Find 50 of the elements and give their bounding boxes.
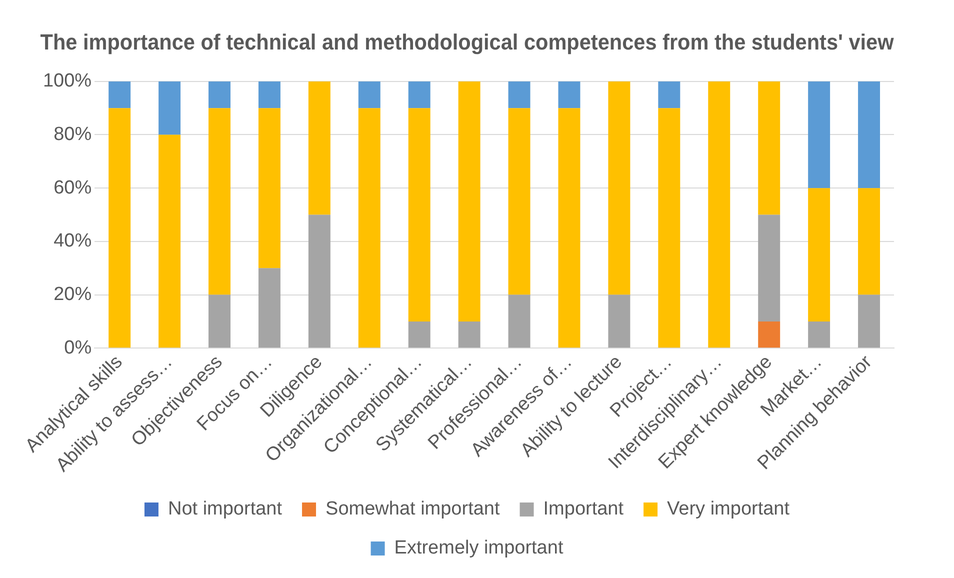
- bar: [358, 81, 380, 108]
- y-tick-label: 20%: [54, 284, 92, 306]
- bar: [208, 108, 230, 295]
- legend-label: Not important: [168, 498, 283, 520]
- bar: [208, 81, 230, 108]
- legend-label: Extremely important: [394, 538, 564, 559]
- bar: [308, 214, 330, 348]
- bar: [608, 294, 630, 348]
- bar: [558, 108, 580, 348]
- bar: [258, 81, 280, 108]
- bar: [808, 81, 830, 188]
- bar: [258, 108, 280, 268]
- bar: [508, 294, 530, 348]
- y-tick-label: 40%: [54, 230, 92, 252]
- bar: [658, 108, 680, 348]
- bar: [758, 214, 780, 322]
- bar: [408, 321, 430, 348]
- bar: [758, 81, 780, 215]
- bar: [408, 81, 430, 108]
- bar: [808, 321, 830, 348]
- bar: [558, 81, 580, 108]
- bar: [508, 81, 530, 108]
- bar: [808, 188, 830, 322]
- y-tick-label: 80%: [54, 124, 92, 145]
- bar: [708, 81, 730, 348]
- bar: [158, 81, 181, 135]
- legend-label: Somewhat important: [326, 498, 500, 520]
- bar: [658, 81, 680, 108]
- bar: [758, 321, 780, 348]
- bar: [308, 81, 330, 215]
- bar: [108, 108, 131, 348]
- bar: [458, 321, 480, 348]
- bar: [458, 81, 480, 322]
- bar: [208, 294, 230, 348]
- bar: [858, 188, 880, 295]
- bar: [408, 108, 430, 322]
- chart-title: The importance of technical and methodological competences from the students' view: [40, 30, 894, 54]
- y-tick-label: 100%: [42, 70, 92, 92]
- bar: [108, 81, 131, 108]
- bar: [258, 268, 280, 348]
- bar: [508, 108, 530, 295]
- bar: [158, 134, 181, 348]
- y-tick-label: 60%: [54, 177, 92, 198]
- legend-label: Important: [543, 498, 624, 520]
- bar: [358, 108, 380, 348]
- bar: [858, 294, 880, 348]
- bar: [858, 81, 880, 188]
- legend-label: Very important: [667, 498, 790, 520]
- y-tick-label: 0%: [64, 337, 92, 358]
- bar: [608, 81, 630, 295]
